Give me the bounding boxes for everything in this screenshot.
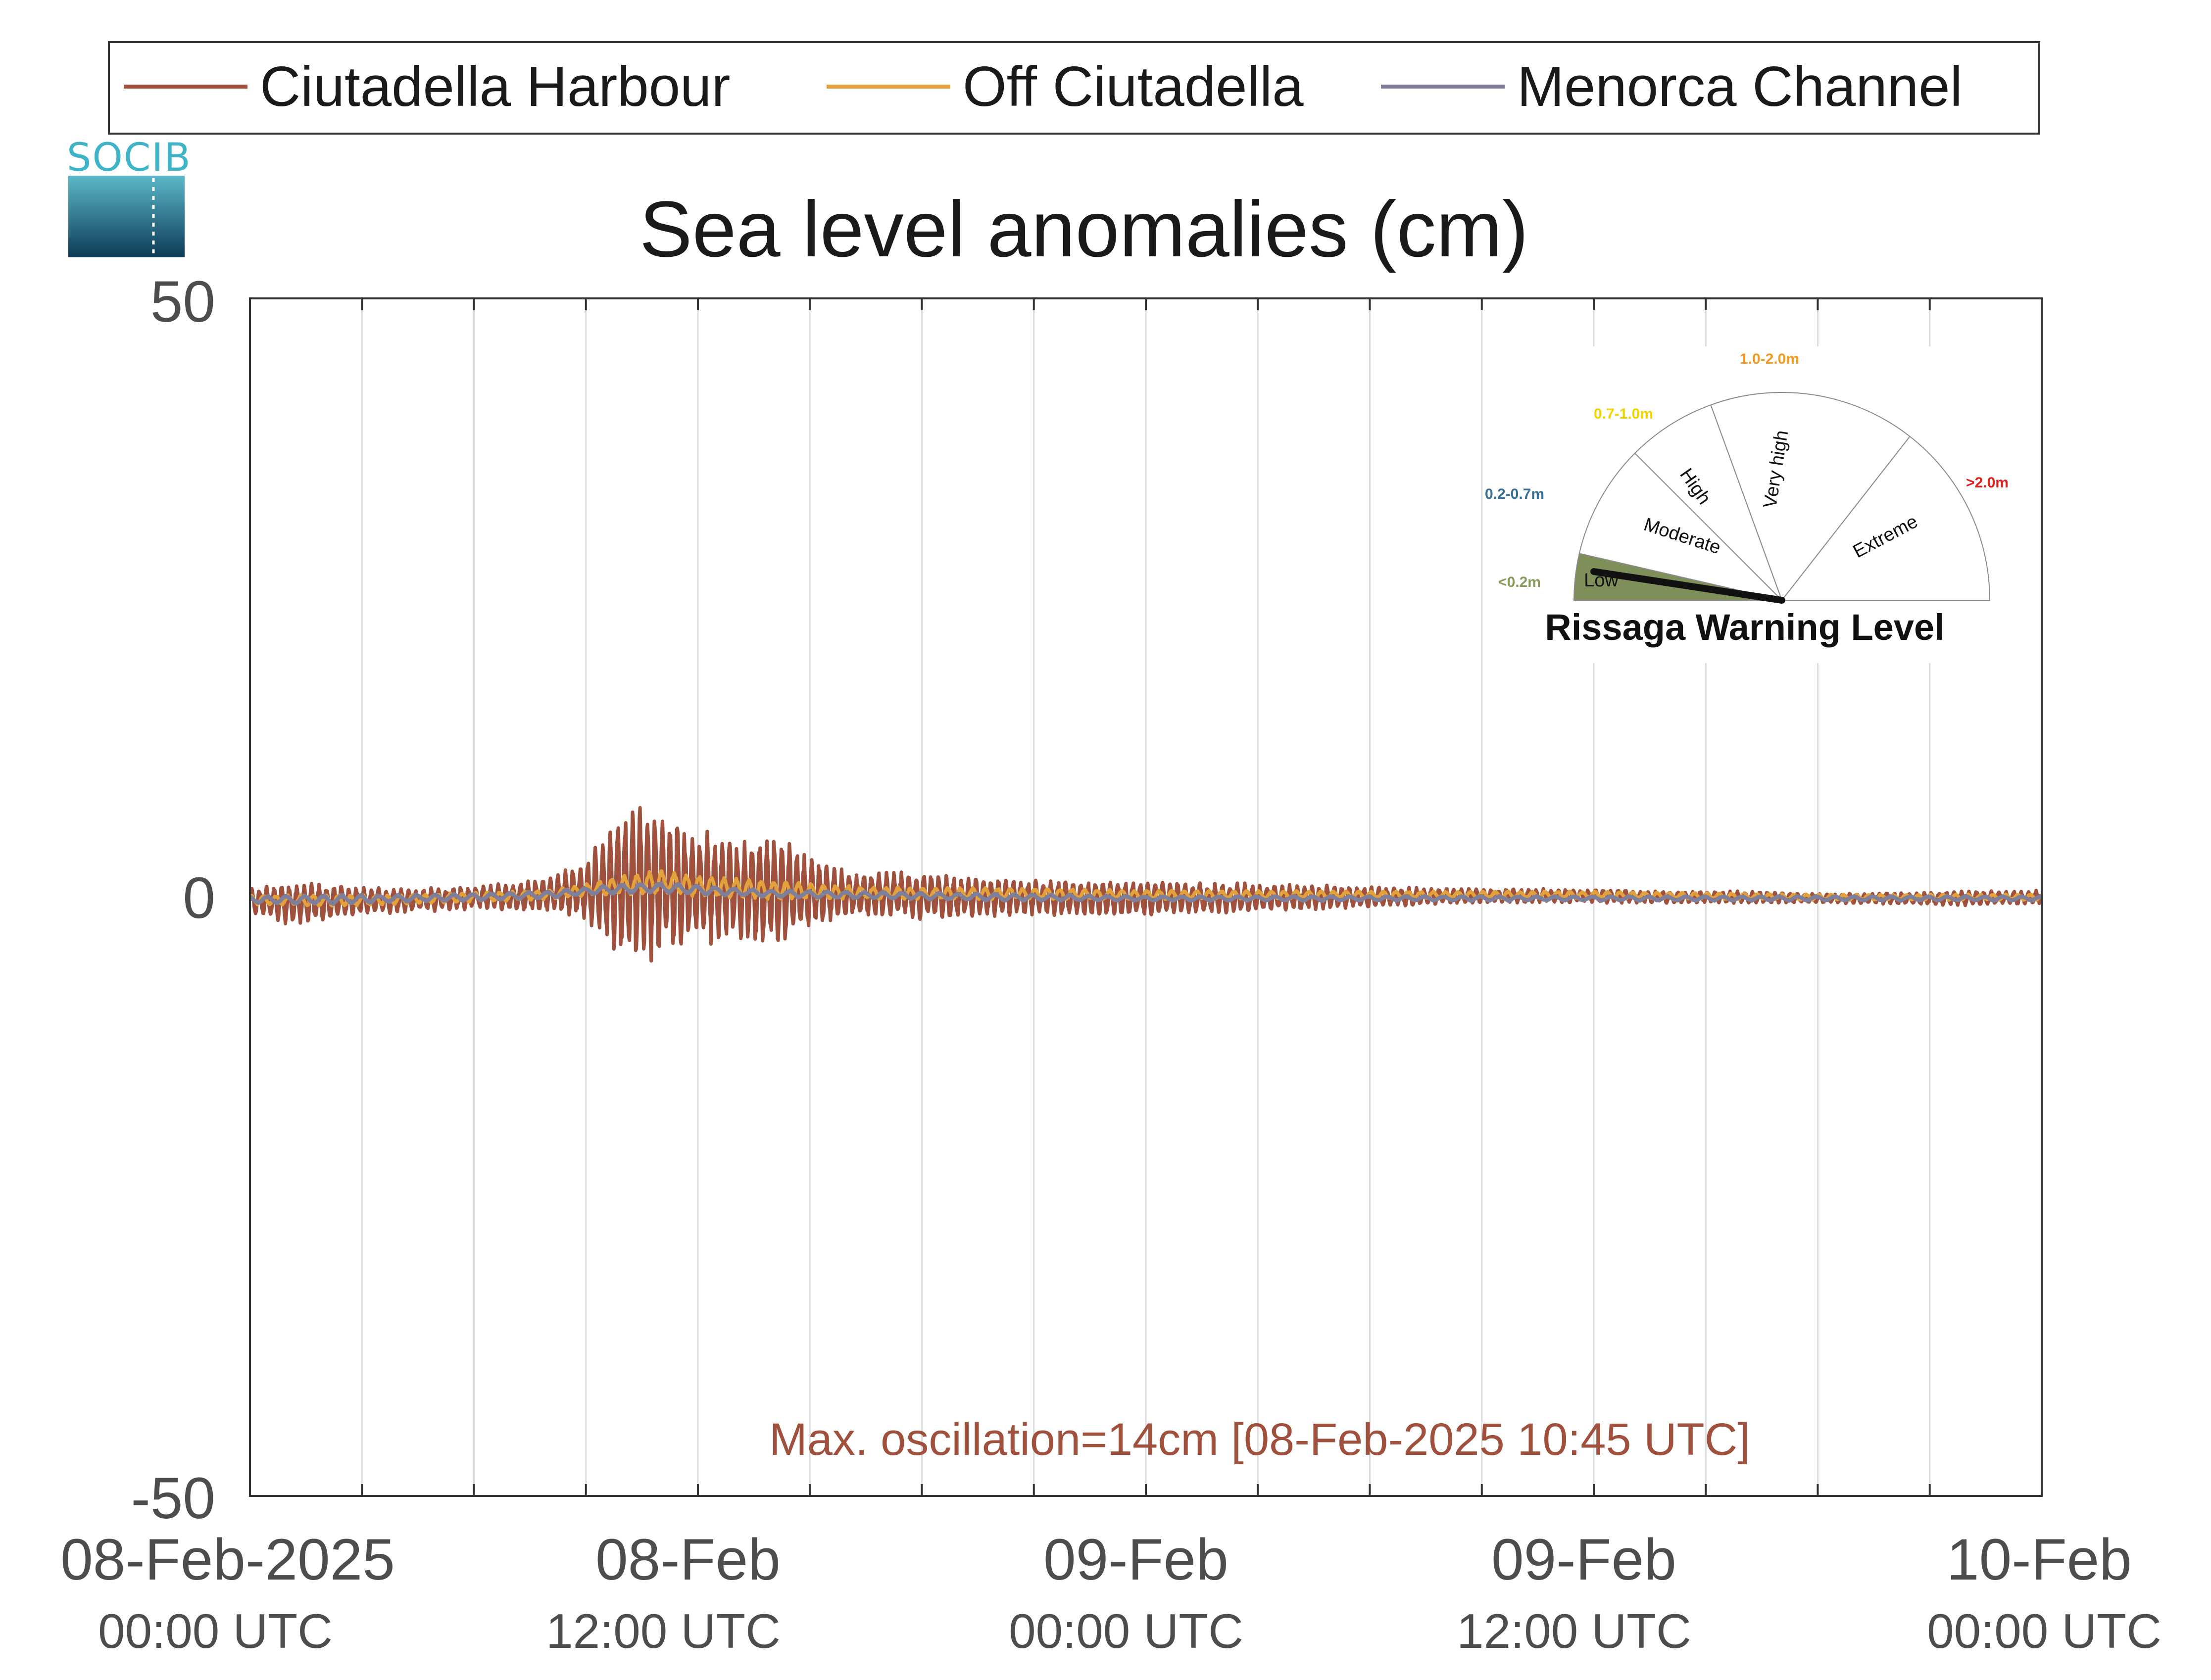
- socib-logo-text: SOCIB: [67, 136, 192, 180]
- y-tick-label-top: 50: [150, 269, 215, 335]
- gauge-sector-very-high: [1710, 392, 1911, 602]
- gauge-range-labels: <0.2m 0.2-0.7m 0.7-1.0m 1.0-2.0m >2.0m: [1485, 351, 2009, 590]
- x-tick-label-date: 09-Feb: [1491, 1527, 1676, 1592]
- gauge-needle: [1590, 568, 1785, 604]
- legend: Ciutadella Harbour Off Ciutadella Menorc…: [108, 41, 2040, 135]
- gauge-sector-extreme: [1780, 435, 1991, 601]
- rissaga-warning-gauge: <0.2m0.2-0.7m0.7-1.0m1.0-2.0m>2.0m LowMo…: [1485, 346, 2019, 663]
- y-tick-label-bottom: -50: [131, 1466, 215, 1531]
- gauge-range-label: <0.2m: [1498, 574, 1541, 590]
- x-tick-label-date: 10-Feb: [1947, 1527, 2132, 1592]
- x-tick-label-time: 12:00 UTC: [1457, 1604, 1691, 1658]
- series-line-menorca-channel: [250, 881, 2042, 906]
- chart-title: Sea level anomalies (cm): [639, 185, 1528, 273]
- x-tick-label-time: 00:00 UTC: [1009, 1604, 1243, 1658]
- gauge-range-label: >2.0m: [1966, 475, 2009, 491]
- x-tick-labels: 08-Feb-2025 00:00 UTC 08-Feb 12:00 UTC 0…: [60, 1527, 2162, 1658]
- gauge-range-label: 0.2-0.7m: [1485, 486, 1544, 502]
- max-oscillation-annotation: Max. oscillation=14cm [08-Feb-2025 10:45…: [769, 1414, 1750, 1465]
- gauge-sector-high: [1634, 404, 1782, 601]
- legend-label-off-ciutadella: Off Ciutadella: [963, 55, 1304, 118]
- y-tick-label-zero: 0: [183, 865, 215, 931]
- x-tick-label-date: 09-Feb: [1043, 1527, 1228, 1592]
- x-tick-label-time: 00:00 UTC: [98, 1604, 333, 1658]
- legend-label-menorca-channel: Menorca Channel: [1517, 55, 1963, 118]
- gauge-sectors: [1573, 392, 1991, 602]
- socib-logo: SOCIB: [67, 136, 192, 257]
- plot-area: [249, 297, 2043, 1497]
- series-layer: [250, 806, 2042, 963]
- x-tick-marks: [361, 298, 1931, 1496]
- gauge-range-label: 0.7-1.0m: [1594, 406, 1653, 422]
- x-tick-label-time: 00:00 UTC: [1927, 1604, 2162, 1658]
- gauge-title: Rissaga Warning Level: [1545, 607, 1944, 648]
- legend-box: [108, 41, 2040, 135]
- x-tick-label-date: 08-Feb-2025: [60, 1527, 395, 1592]
- socib-logo-mark: [68, 176, 185, 257]
- x-tick-label-time: 12:00 UTC: [546, 1604, 781, 1658]
- legend-label-ciutadella-harbour: Ciutadella Harbour: [260, 55, 731, 118]
- x-tick-label-date: 08-Feb: [595, 1527, 781, 1592]
- gauge-sector-moderate: [1578, 452, 1784, 601]
- gauge-range-label: 1.0-2.0m: [1740, 351, 1799, 367]
